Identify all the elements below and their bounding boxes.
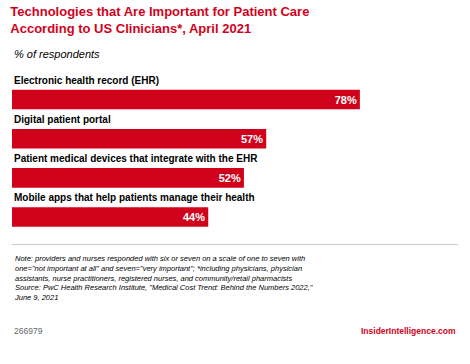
svg-text:57%: 57% [241, 133, 263, 145]
svg-text:78%: 78% [335, 94, 357, 106]
svg-text:52%: 52% [219, 172, 241, 184]
svg-text:Note: providers and nurses res: Note: providers and nurses responded wit… [14, 254, 313, 302]
svg-text:266979: 266979 [14, 326, 43, 336]
svg-text:Patient medical devices that i: Patient medical devices that integrate w… [14, 153, 258, 164]
svg-text:Electronic health record (EHR): Electronic health record (EHR) [14, 75, 159, 86]
svg-text:InsiderIntelligence.com: InsiderIntelligence.com [361, 326, 456, 336]
svg-text:44%: 44% [183, 211, 205, 223]
svg-text:Digital patient portal: Digital patient portal [14, 114, 111, 125]
svg-text:% of respondents: % of respondents [14, 48, 100, 60]
svg-text:Mobile apps that help patients: Mobile apps that help patients manage th… [14, 192, 255, 203]
svg-text:Technologies that Are Importan: Technologies that Are Important for Pati… [10, 4, 309, 36]
